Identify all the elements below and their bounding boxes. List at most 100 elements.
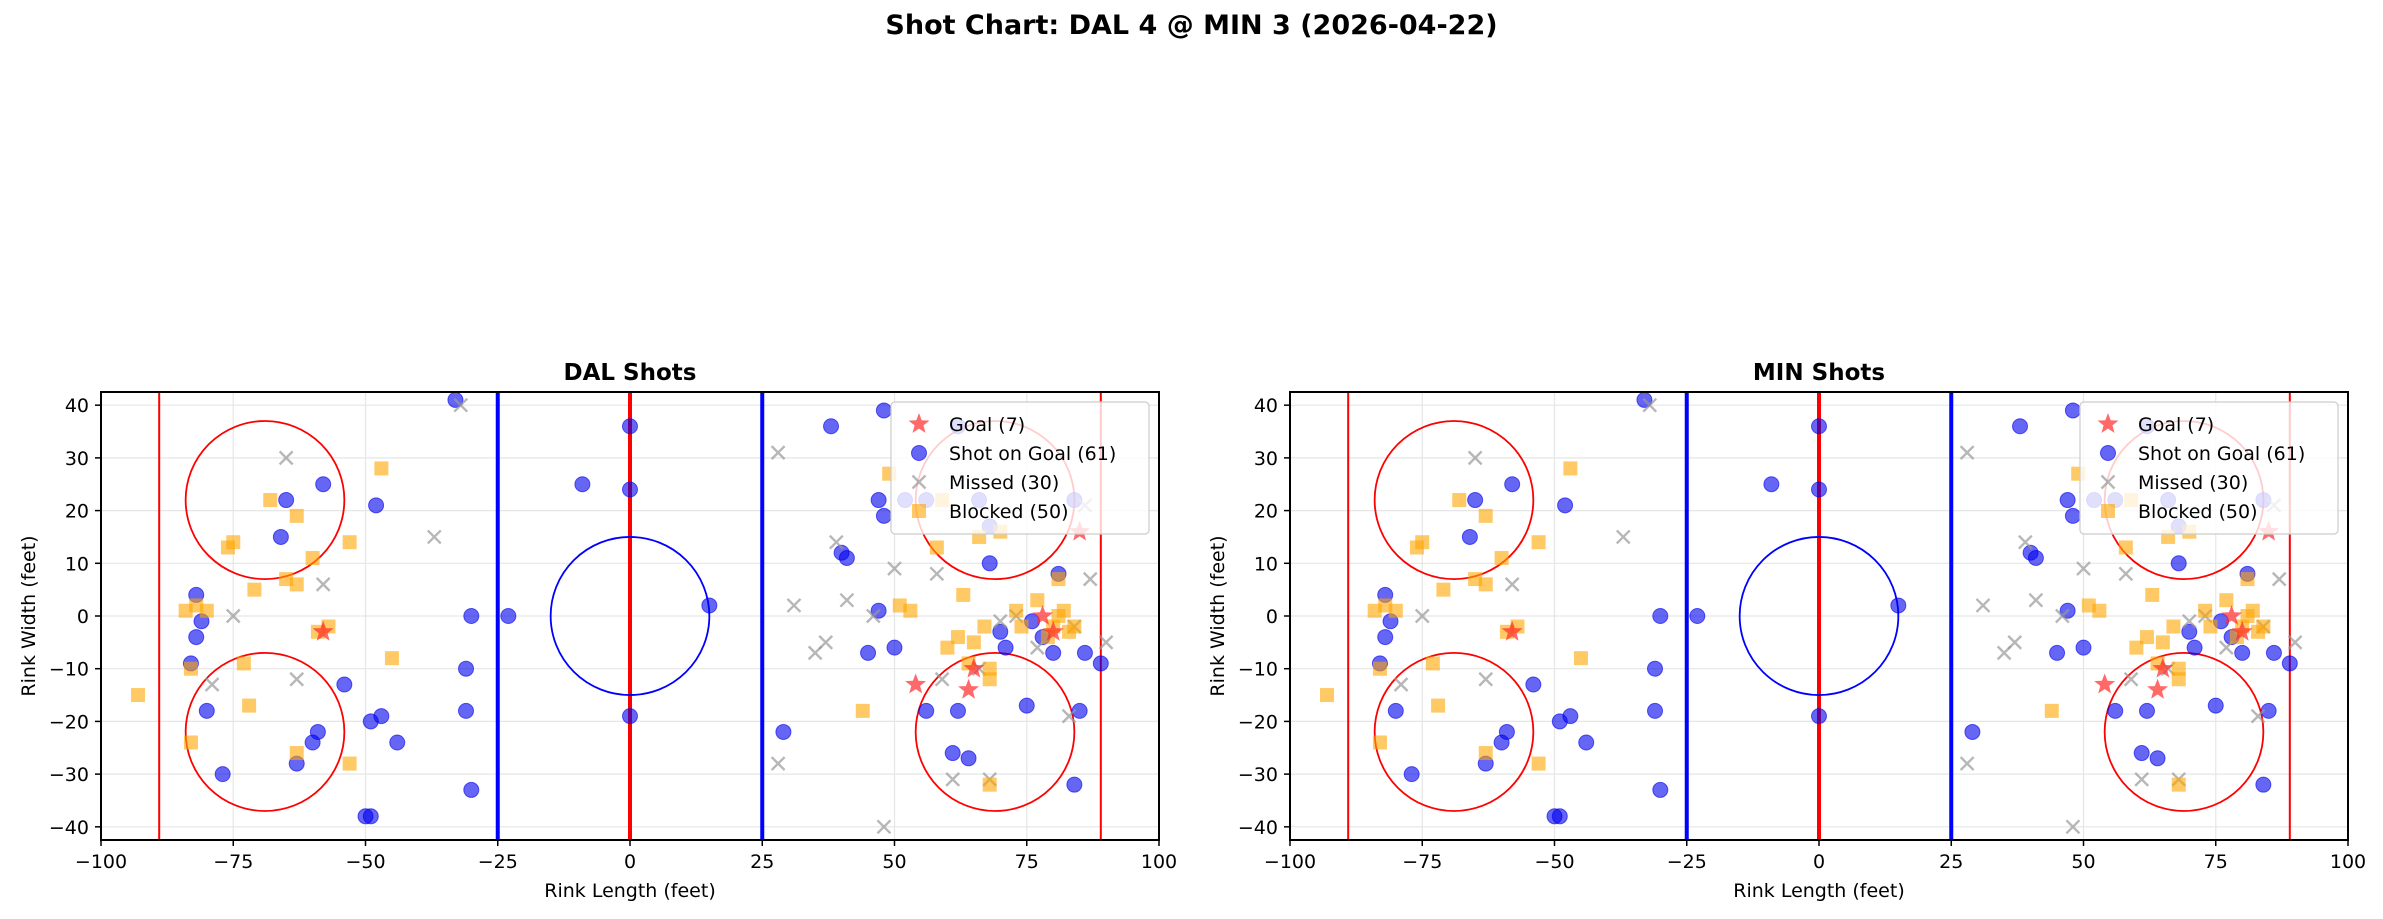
dal-point-circle bbox=[315, 476, 332, 493]
min-point-square bbox=[2245, 603, 2260, 618]
min-point-circle bbox=[2149, 750, 2166, 767]
dal-point-square bbox=[1051, 572, 1066, 587]
min-point-circle bbox=[1964, 723, 1981, 740]
min-point-circle bbox=[2138, 702, 2155, 719]
min-point-square bbox=[1415, 535, 1430, 550]
min-point-circle bbox=[2265, 644, 2282, 661]
dal-xtick-label: −50 bbox=[345, 851, 385, 873]
dal-point-circle bbox=[860, 644, 877, 661]
min-y-axis-label: Rink Width (feet) bbox=[1207, 535, 1229, 696]
dal-ytick-label: −20 bbox=[49, 711, 89, 733]
min-point-square bbox=[2171, 777, 2186, 792]
min-point-circle bbox=[1811, 481, 1827, 498]
min-point-circle bbox=[2181, 623, 2198, 640]
min-point-circle bbox=[1647, 702, 1664, 719]
dal-point-square bbox=[940, 640, 955, 655]
dal-xtick-label: −25 bbox=[478, 851, 518, 873]
dal-point-circle bbox=[701, 597, 718, 614]
min-point-square bbox=[1452, 493, 1467, 508]
min-point-square bbox=[1388, 603, 1403, 618]
dal-point-x bbox=[315, 577, 331, 592]
dal-point-circle bbox=[918, 702, 935, 719]
min-point-star bbox=[2094, 673, 2116, 694]
min-xtick-label: −75 bbox=[1402, 851, 1442, 873]
min-point-x bbox=[2028, 592, 2044, 608]
dal-point-x bbox=[770, 756, 786, 771]
dal-point-x bbox=[934, 671, 950, 687]
min-point-circle bbox=[1652, 781, 1669, 798]
dal-point-circle bbox=[373, 708, 390, 725]
min-legend-label-goal: Goal (7) bbox=[2138, 414, 2214, 436]
min-legend-label-blocked: Blocked (50) bbox=[2138, 501, 2258, 523]
min-xtick-label: 50 bbox=[2071, 851, 2095, 873]
min-point-square bbox=[2198, 603, 2213, 618]
min-legend: Goal (7) Shot on Goal (61) Missed (30) Bloc… bbox=[2079, 401, 2339, 535]
min-point-square bbox=[1573, 651, 1588, 666]
min-xtick-label: 100 bbox=[2330, 851, 2366, 873]
min-point-square bbox=[2171, 661, 2186, 676]
min-point-x bbox=[2181, 613, 2197, 629]
min-point-square bbox=[2118, 540, 2133, 555]
min-point-star bbox=[2152, 657, 2174, 678]
min-point-x bbox=[2287, 635, 2303, 650]
dal-point-circle bbox=[368, 497, 385, 514]
dal-point-x bbox=[278, 450, 294, 466]
dal-point-circle bbox=[622, 418, 638, 435]
min-x-axis-label: Rink Length (feet) bbox=[1733, 880, 1904, 902]
dal-xtick-label: 100 bbox=[1141, 851, 1177, 873]
min-point-square bbox=[2155, 635, 2170, 650]
dal-point-x bbox=[876, 819, 892, 835]
dal-xtick-label: −100 bbox=[75, 851, 127, 873]
min-point-x bbox=[2271, 571, 2287, 587]
dal-point-square bbox=[226, 535, 241, 550]
dal-point-circle bbox=[458, 660, 475, 677]
min-ytick-label: 0 bbox=[1266, 606, 1278, 628]
min-ytick-label: −10 bbox=[1238, 659, 1278, 681]
dal-point-square bbox=[982, 661, 997, 676]
dal-point-circle bbox=[1071, 702, 1088, 719]
min-legend-marker-goal bbox=[2097, 413, 2119, 433]
dal-point-star bbox=[905, 673, 927, 694]
dal-point-square bbox=[183, 735, 198, 750]
dal-faceoff-circle bbox=[914, 651, 1076, 812]
dal-point-square bbox=[1067, 619, 1082, 634]
min-xtick-label: −100 bbox=[1264, 851, 1316, 873]
min-point-x bbox=[1414, 608, 1430, 624]
min-point-square bbox=[2139, 630, 2154, 645]
dal-point-circle bbox=[214, 766, 231, 783]
dal-legend-marker-sog bbox=[911, 445, 927, 461]
min-point-circle bbox=[2234, 644, 2251, 661]
dal-xtick-label: 50 bbox=[882, 851, 906, 873]
dal-point-x bbox=[225, 608, 241, 624]
dal-point-square bbox=[247, 582, 262, 597]
dal-point-x bbox=[929, 566, 945, 582]
min-point-circle bbox=[1811, 418, 1827, 435]
min-chart-panel: −100 −75 −50 −25 0 25 50 75 100−40−30−20−1001020… bbox=[1207, 360, 2366, 902]
dal-point-square bbox=[289, 577, 304, 592]
dal-point-x bbox=[204, 677, 220, 692]
min-point-x bbox=[2007, 635, 2023, 650]
min-xtick-label: −50 bbox=[1534, 851, 1574, 873]
dal-point-square bbox=[131, 688, 146, 703]
min-point-circle bbox=[1557, 497, 1574, 514]
dal-point-circle bbox=[1092, 655, 1109, 672]
min-point-x bbox=[2076, 561, 2091, 576]
min-point-x bbox=[1642, 397, 1658, 413]
dal-point-square bbox=[1014, 619, 1029, 634]
dal-point-square bbox=[305, 551, 320, 566]
dal-point-circle bbox=[188, 629, 205, 646]
dal-point-circle bbox=[875, 402, 892, 419]
dal-point-circle bbox=[1066, 776, 1083, 793]
min-point-circle bbox=[1525, 676, 1542, 693]
dal-point-square bbox=[982, 777, 997, 792]
min-legend-label-missed: Missed (30) bbox=[2138, 472, 2248, 494]
dal-point-circle bbox=[309, 723, 326, 740]
dal-legend-box bbox=[890, 401, 1150, 535]
min-point-square bbox=[1478, 577, 1493, 592]
dal-point-square bbox=[374, 461, 389, 476]
min-point-circle bbox=[1504, 476, 1521, 493]
min-point-star bbox=[2221, 605, 2243, 625]
min-point-x bbox=[2250, 708, 2266, 724]
dal-point-circle bbox=[870, 492, 887, 509]
dal-point-square bbox=[929, 540, 944, 555]
